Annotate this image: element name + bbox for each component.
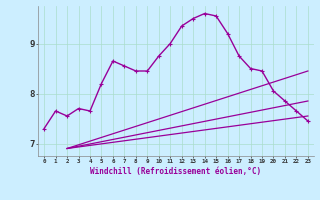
X-axis label: Windchill (Refroidissement éolien,°C): Windchill (Refroidissement éolien,°C) <box>91 167 261 176</box>
